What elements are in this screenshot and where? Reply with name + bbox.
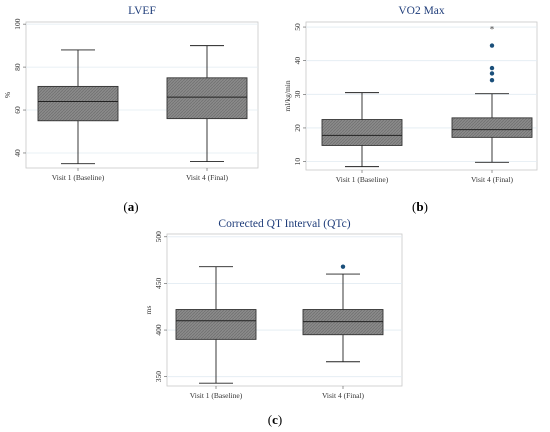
outlier-point — [489, 71, 495, 76]
panel-caption-letter: c — [272, 412, 278, 427]
box-2 — [302, 264, 384, 363]
chart-panel-b: 10 20 30 40 50 ml/kg/min VO2 Max Visit 1 (Basel… — [283, 5, 538, 214]
chart-title: Corrected QT Interval (QTc) — [218, 218, 350, 230]
x-tick-label: Visit 1 (Baseline) — [52, 173, 105, 182]
y-tick-label: 20 — [293, 124, 302, 132]
x-tick-label: Visit 4 (Final) — [186, 173, 229, 182]
box-1 — [321, 92, 403, 168]
plot-frame — [305, 21, 538, 171]
panel-caption: (a) — [123, 199, 138, 214]
box-2 — [166, 45, 248, 163]
y-tick-label: 350 — [154, 371, 163, 383]
y-tick-label: 400 — [154, 324, 163, 336]
panel-caption: (c) — [268, 412, 282, 427]
panel-caption-letter: a — [128, 199, 135, 214]
y-axis-label: % — [3, 92, 12, 98]
chart-panel-c: 350 400 450 500 ms Corrected QT Interval (QTc… — [144, 218, 403, 427]
x-tick-label: Visit 1 (Baseline) — [336, 175, 389, 184]
iqr-box — [37, 85, 119, 122]
y-tick-label: 500 — [154, 231, 163, 243]
outlier-point — [340, 264, 346, 269]
iqr-box — [321, 119, 403, 146]
y-tick-label: 450 — [154, 278, 163, 290]
extreme-outlier-point: * — [490, 25, 495, 35]
y-tick-label: 50 — [293, 23, 302, 31]
outlier-point — [489, 43, 495, 48]
y-tick-label: 10 — [293, 158, 302, 166]
y-tick-label: 100 — [13, 18, 22, 30]
box-2: * — [451, 25, 533, 163]
y-tick-label: 30 — [293, 90, 302, 98]
panel-caption: (b) — [412, 199, 428, 214]
iqr-box — [175, 309, 257, 340]
x-tick-label: Visit 4 (Final) — [471, 175, 514, 184]
chart-title: LVEF — [128, 5, 156, 17]
y-tick-label: 80 — [13, 63, 22, 71]
y-axis-label: ms — [144, 306, 153, 315]
iqr-box — [166, 77, 248, 120]
y-tick-label: 40 — [13, 149, 22, 157]
y-tick-label: 60 — [13, 106, 22, 114]
panel-caption-letter: b — [416, 199, 423, 214]
y-tick-label: 40 — [293, 57, 302, 65]
x-tick-label: Visit 1 (Baseline) — [190, 391, 243, 400]
outlier-point — [489, 65, 495, 71]
y-axis-label: ml/kg/min — [283, 80, 292, 112]
box-1 — [175, 266, 257, 384]
box-1 — [37, 49, 119, 165]
x-tick-label: Visit 4 (Final) — [322, 391, 365, 400]
iqr-box — [451, 117, 533, 138]
outlier-point — [489, 77, 495, 83]
chart-title: VO2 Max — [398, 5, 445, 17]
chart-panel-a: 40 60 80 100% LVEF Visit 1 (Baseline) Visit 4 … — [3, 5, 259, 214]
